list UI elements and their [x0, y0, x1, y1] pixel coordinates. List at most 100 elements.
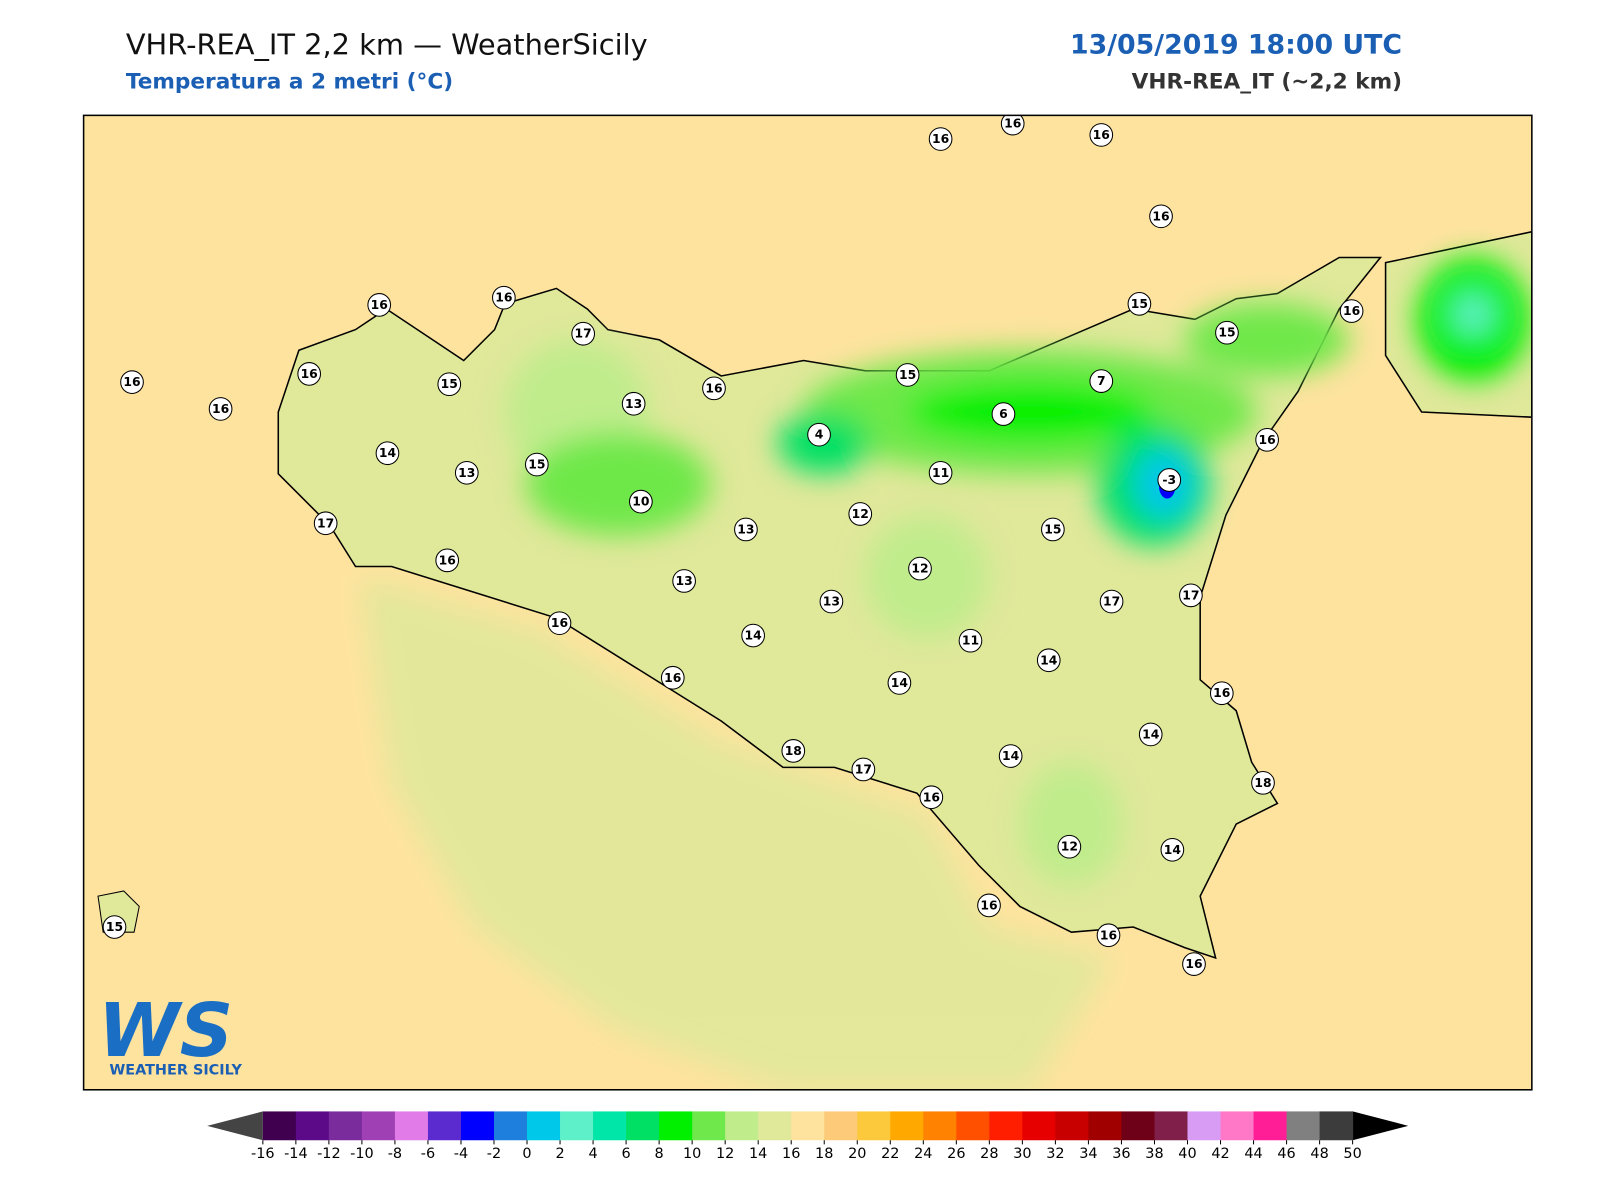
station: 16 — [1089, 123, 1114, 147]
station: 16 — [1339, 299, 1364, 323]
colorbar-tick-label: -12 — [317, 1146, 341, 1162]
colorbar-tick-label: 36 — [1112, 1146, 1130, 1162]
station: 12 — [908, 556, 932, 581]
station: 16 — [297, 362, 322, 386]
station-marker — [524, 452, 549, 477]
station: 13 — [734, 517, 758, 542]
station: 16 — [1255, 427, 1279, 452]
station-marker — [1209, 681, 1234, 706]
station-marker — [928, 127, 953, 151]
station-marker — [908, 556, 932, 581]
station-marker — [851, 757, 876, 782]
station-marker — [120, 370, 144, 394]
station: 14 — [1036, 648, 1061, 673]
station-value: 16 — [371, 298, 388, 312]
station-value: 15 — [1131, 297, 1148, 311]
colorbar-segment — [493, 1111, 528, 1141]
station-marker — [991, 402, 1016, 426]
colorbar-tick-label: 42 — [1211, 1146, 1229, 1162]
station-value: 16 — [1004, 117, 1021, 131]
colorbar-tick-label: -6 — [421, 1146, 435, 1162]
colorbar-segment — [923, 1111, 957, 1141]
station-marker — [621, 391, 646, 416]
station-value: 16 — [980, 898, 997, 912]
station: 16 — [1096, 923, 1121, 948]
station-marker — [998, 744, 1023, 768]
colorbar-tick-label: 4 — [588, 1146, 597, 1162]
station-value: 16 — [551, 616, 568, 630]
station-value: 16 — [212, 402, 229, 416]
station-value: 10 — [632, 495, 650, 509]
station: 14 — [1138, 722, 1163, 747]
station-value: 7 — [1097, 374, 1106, 388]
station-value: 18 — [1254, 776, 1271, 790]
station-value: 17 — [855, 762, 872, 776]
colorbar-tick-label: 20 — [848, 1146, 866, 1162]
colorbar-segment — [295, 1111, 330, 1141]
colorbar-tick-label: 34 — [1079, 1146, 1097, 1162]
station-value: 17 — [1182, 588, 1199, 602]
station-value: 15 — [441, 377, 458, 391]
station-marker — [672, 569, 696, 593]
station: 14 — [1160, 837, 1185, 862]
colorbar-segment — [791, 1111, 825, 1141]
station: 16 — [208, 397, 233, 421]
station-value: 13 — [458, 466, 475, 480]
station-value: 16 — [301, 367, 318, 381]
colorbar-segment — [1121, 1111, 1155, 1141]
sea-fields — [360, 576, 1113, 1090]
colorbar-segment — [956, 1111, 990, 1141]
colorbar-segment — [1055, 1111, 1089, 1141]
station: 16 — [367, 293, 392, 317]
colorbar-tick-label: -14 — [284, 1146, 308, 1162]
station-marker — [1149, 204, 1173, 229]
colorbar-tick-label: -2 — [487, 1146, 501, 1162]
station: 16 — [547, 611, 572, 636]
colorbar-over — [1352, 1111, 1409, 1141]
station-marker — [437, 372, 462, 397]
station-value: 12 — [1061, 840, 1078, 854]
station-value: 14 — [1164, 843, 1182, 857]
station-value: 14 — [379, 446, 397, 460]
station-value: 16 — [439, 553, 456, 567]
station-value: 13 — [737, 522, 754, 536]
station-marker — [547, 611, 572, 636]
station: 15 — [1041, 517, 1065, 542]
colorbar-tick-label: -8 — [388, 1146, 402, 1162]
station: 14 — [741, 623, 765, 648]
station-marker — [435, 548, 460, 573]
station-value: 16 — [1213, 686, 1230, 700]
colorbar-tick-label: 22 — [881, 1146, 899, 1162]
colorbar-segment — [1253, 1111, 1288, 1141]
station-value: 18 — [785, 744, 802, 758]
station-marker — [1179, 583, 1203, 608]
station-value: 11 — [932, 466, 949, 480]
station-marker — [492, 285, 516, 310]
station-marker — [102, 915, 127, 939]
station: 15 — [1215, 320, 1239, 345]
colorbar-tick-label: 8 — [655, 1146, 664, 1162]
station: 16 — [919, 785, 944, 810]
model-label: VHR-REA_IT (~2,2 km) — [1132, 70, 1402, 95]
station-marker — [1160, 837, 1185, 862]
station: 16 — [1000, 115, 1025, 136]
station-marker — [1215, 320, 1239, 345]
colorbar-segment — [1220, 1111, 1255, 1141]
colorbar-tick-label: 46 — [1277, 1146, 1295, 1162]
station-marker — [895, 363, 920, 387]
station: 17 — [313, 511, 338, 536]
station: 15 — [102, 915, 127, 939]
station: 16 — [120, 370, 144, 394]
station-marker — [807, 422, 831, 447]
colorbar-tick-label: -4 — [454, 1146, 468, 1162]
station-value: 13 — [676, 574, 693, 588]
station-marker — [887, 671, 912, 695]
station-marker — [1096, 923, 1121, 948]
station: 7 — [1089, 369, 1114, 393]
colorbar-tick-label: 28 — [980, 1146, 998, 1162]
colorbar-tick-label: -16 — [251, 1146, 275, 1162]
logo-name: WEATHER SICILY — [109, 1062, 242, 1078]
station-marker — [1127, 292, 1152, 316]
station-marker — [1339, 299, 1364, 323]
colorbar-tick-label: 12 — [716, 1146, 734, 1162]
